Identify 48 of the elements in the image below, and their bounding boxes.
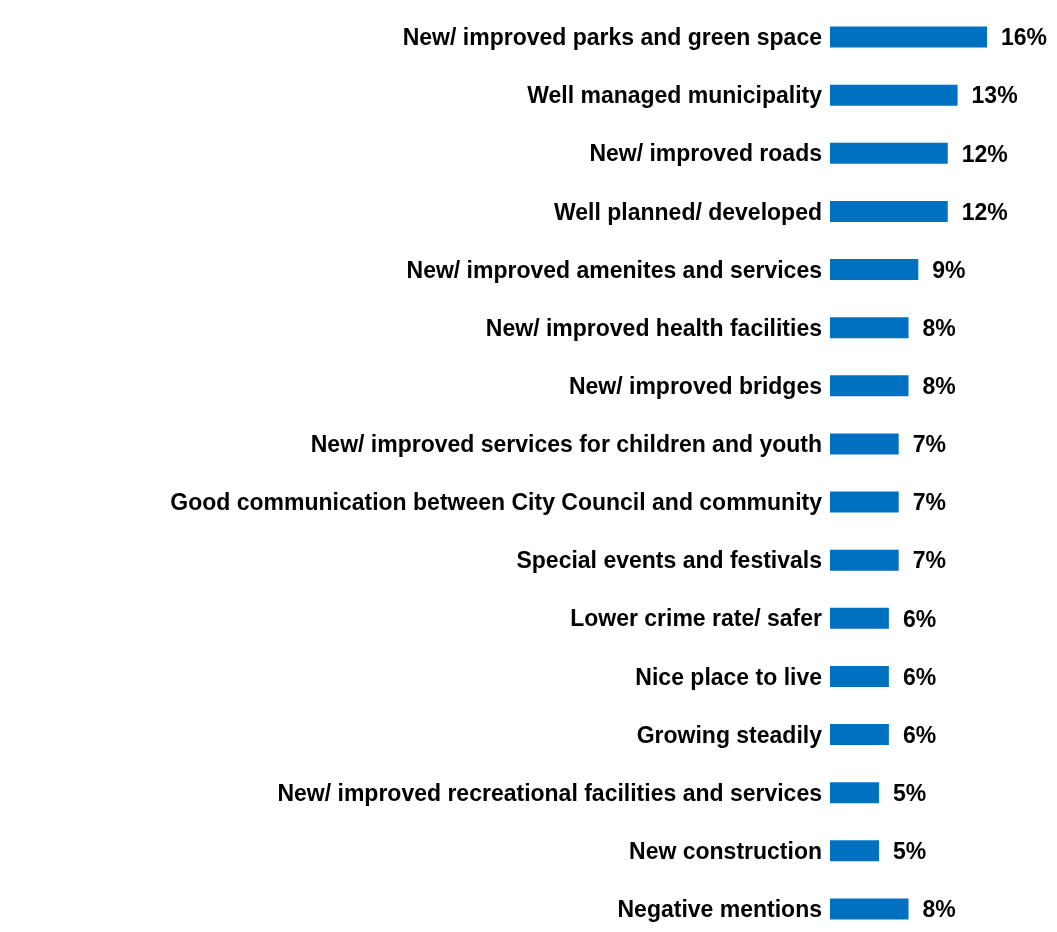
data-label: 8% <box>922 314 956 341</box>
data-label: 6% <box>902 605 937 632</box>
bar <box>830 142 948 164</box>
y-tick-label: Well managed municipality <box>527 82 823 109</box>
data-label: 13% <box>971 82 1018 109</box>
bar <box>830 898 909 920</box>
y-tick-label: Lower crime rate/ safer <box>570 605 823 632</box>
bar <box>830 259 919 281</box>
bar <box>830 375 909 397</box>
data-label: 7% <box>912 489 946 516</box>
data-label: 7% <box>912 547 946 574</box>
data-label: 7% <box>912 431 946 458</box>
y-tick-label: New construction <box>629 837 822 864</box>
data-label: 9% <box>932 256 966 283</box>
bar <box>830 840 880 862</box>
data-label: 5% <box>893 779 927 806</box>
y-tick-label: Negative mentions <box>617 896 822 923</box>
y-tick-label: New/ improved amenites and services <box>406 256 822 283</box>
y-tick-label: Growing steadily <box>636 721 823 748</box>
y-tick-label: New/ improved recreational facilities and services <box>277 779 822 806</box>
data-label: 8% <box>922 896 956 923</box>
y-tick-label: Good communication between City Council and community <box>170 489 823 516</box>
bar <box>830 665 889 687</box>
bar <box>830 84 958 106</box>
data-label: 16% <box>1001 24 1048 51</box>
bar <box>830 26 987 48</box>
bar <box>830 607 889 629</box>
y-tick-label: New/ improved services for children and youth <box>310 431 822 458</box>
bar <box>830 317 909 339</box>
bar <box>830 724 889 746</box>
data-label: 6% <box>902 663 937 690</box>
bar <box>830 491 899 513</box>
y-tick-label: New/ improved bridges <box>568 372 822 399</box>
y-tick-label: Nice place to live <box>635 663 822 690</box>
data-label: 12% <box>961 198 1008 225</box>
y-tick-label: New/ improved parks and green space <box>402 24 822 51</box>
y-tick-label: New/ improved health facilities <box>485 314 822 341</box>
data-label: 12% <box>961 140 1008 167</box>
data-label: 8% <box>922 373 956 400</box>
bar <box>830 782 880 804</box>
bar <box>830 549 899 571</box>
data-label: 5% <box>893 838 927 865</box>
bar <box>830 433 899 455</box>
y-tick-label: Well planned/ developed <box>554 198 822 225</box>
y-tick-label: New/ improved roads <box>589 140 822 167</box>
bar <box>830 200 948 222</box>
y-tick-label: Special events and festivals <box>516 547 822 574</box>
data-label: 6% <box>902 721 937 748</box>
